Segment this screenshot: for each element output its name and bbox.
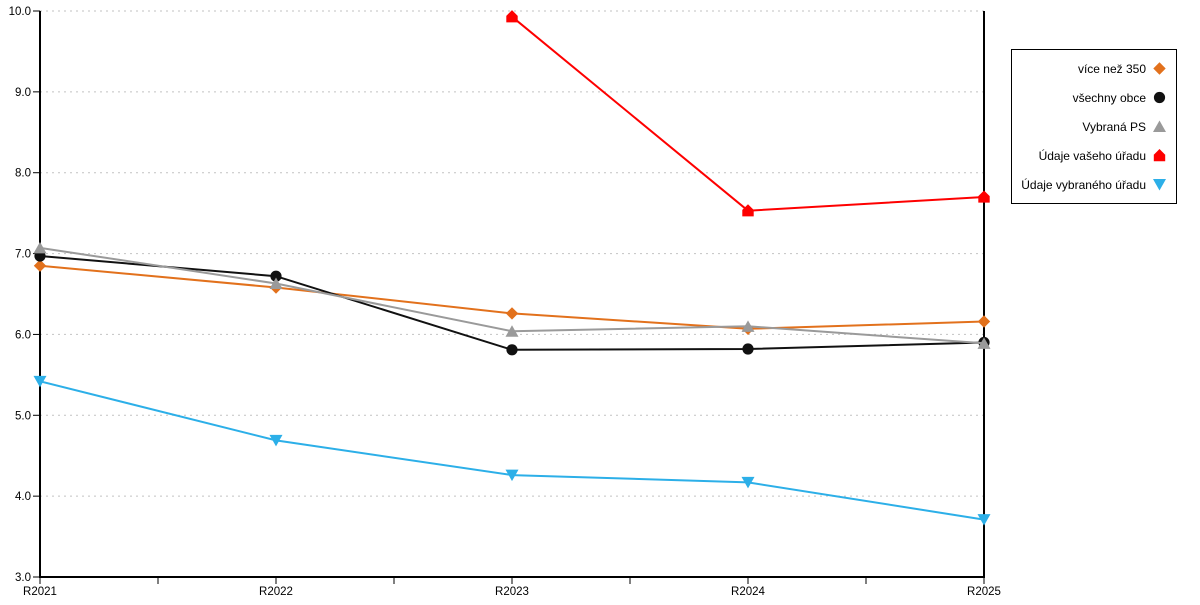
pentagon-marker-icon <box>742 204 754 217</box>
x-tick-label: R2024 <box>731 586 765 598</box>
y-tick-label: 10.0 <box>9 6 31 18</box>
x-axis: R2021 R2022 R2023 R2024 R2025 <box>23 577 1001 598</box>
circle-marker-icon <box>506 344 518 356</box>
series-line <box>511 15 985 212</box>
diamond-marker-icon <box>505 307 519 320</box>
legend-item: Údaje vybraného úřadu <box>1012 174 1176 196</box>
triangle-up-marker-icon <box>977 337 991 349</box>
diamond-marker-icon <box>33 259 47 272</box>
x-tick-label: R2025 <box>967 586 1001 598</box>
legend-label: všechny obce <box>1072 90 1146 105</box>
pentagon-legend-marker-icon <box>1153 149 1166 162</box>
legend-item: Údaje vašeho úřadu <box>1012 145 1176 167</box>
series-circle <box>34 250 990 356</box>
triangle-down-legend-marker-icon <box>1153 179 1166 191</box>
legend-item: Vybraná PS <box>1012 116 1176 138</box>
legend-label: Údaje vašeho úřadu <box>1038 148 1146 163</box>
circle-marker-icon <box>742 343 754 355</box>
legend-label: Vybraná PS <box>1082 119 1146 134</box>
diamond-marker-icon <box>977 315 991 328</box>
legend: více než 350 všechny obce Vybraná PS Údaje … <box>1011 49 1177 204</box>
diamond-legend-marker-icon <box>1153 62 1166 75</box>
triangle-up-legend-marker-icon <box>1153 120 1166 132</box>
legend-item: více než 350 <box>1012 58 1176 80</box>
triangle-down-marker-icon <box>977 514 991 526</box>
pentagon-marker-icon <box>978 190 990 203</box>
x-tick-label: R2023 <box>495 586 529 598</box>
y-tick-label: 6.0 <box>15 329 31 341</box>
triangle-up-marker-icon <box>741 320 755 332</box>
series-triangle-down <box>33 375 991 526</box>
triangle-down-marker-icon <box>505 469 519 482</box>
y-tick-label: 5.0 <box>15 410 31 422</box>
y-tick-label: 8.0 <box>15 168 31 180</box>
triangle-down-marker-icon <box>33 375 47 388</box>
x-tick-label: R2022 <box>259 586 293 598</box>
y-tick-label: 3.0 <box>15 572 31 584</box>
axis-frame <box>39 11 985 578</box>
legend-label: více než 350 <box>1077 61 1146 76</box>
triangle-up-marker-icon <box>269 277 283 289</box>
pentagon-marker-icon <box>506 10 518 23</box>
y-axis: 3.0 4.0 5.0 6.0 7.0 8.0 9.0 10.0 <box>9 6 40 584</box>
series-triangle-up <box>33 241 991 349</box>
series-line <box>39 380 985 521</box>
gridlines <box>40 10 984 497</box>
y-tick-label: 9.0 <box>15 87 31 99</box>
triangle-up-marker-icon <box>33 241 47 254</box>
triangle-down-marker-icon <box>741 476 755 489</box>
y-tick-label: 4.0 <box>15 491 31 503</box>
y-tick-label: 7.0 <box>15 249 31 261</box>
series-diamond <box>33 259 991 335</box>
circle-legend-marker-icon <box>1153 91 1166 104</box>
triangle-down-marker-icon <box>269 434 283 447</box>
triangle-up-marker-icon <box>505 325 519 337</box>
legend-label: Údaje vybraného úřadu <box>1021 177 1146 192</box>
circle-marker-icon <box>270 270 282 282</box>
x-tick-label: R2021 <box>23 586 57 598</box>
legend-item: všechny obce <box>1012 87 1176 109</box>
series-pentagon <box>506 10 990 217</box>
